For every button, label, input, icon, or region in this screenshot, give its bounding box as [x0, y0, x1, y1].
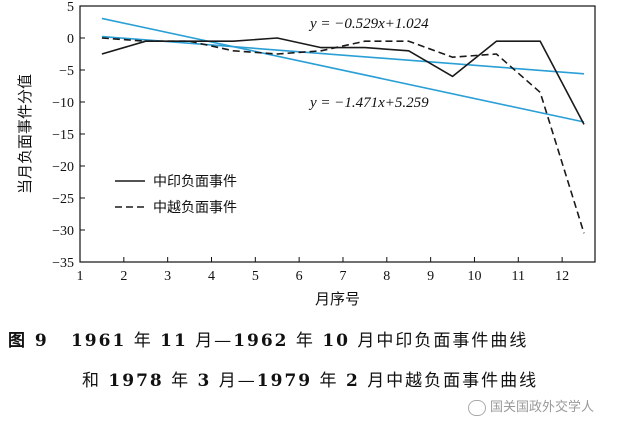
line-chart: 50−5−10−15−20−25−30−351 2 3 4 5 6 7 8 9 10 11 12月序号… [16, 0, 596, 308]
caption-word: 月— [218, 371, 257, 391]
caption-word: 年 [295, 331, 315, 351]
caption-word: 年 [319, 371, 339, 391]
y-tick-label: −30 [52, 224, 74, 239]
caption-month-1: 3 [197, 371, 212, 391]
caption-year-1: 1961 [70, 331, 127, 351]
y-tick-label: −10 [52, 96, 74, 111]
caption-month-2: 2 [345, 371, 360, 391]
trendline-2 [101, 17, 585, 123]
x-tick-label: 11 [512, 269, 525, 284]
caption-word: 和 [82, 371, 101, 391]
legend-label-1: 中印负面事件 [153, 174, 237, 190]
x-axis-label: 月序号 [315, 290, 360, 308]
plot-frame [79, 5, 596, 263]
figure-caption-line-1: 图 9 1961 年 11 月—1962 年 10 月中印负面事件曲线 [8, 326, 528, 351]
legend-label-2: 中越负面事件 [153, 200, 237, 216]
caption-month-2: 10 [322, 331, 350, 351]
x-tick-label: 5 [252, 269, 259, 284]
y-tick-label: −15 [52, 128, 74, 143]
series-line-1 [101, 37, 585, 125]
y-tick-label: −25 [52, 192, 74, 207]
trendline-equation-1: y = −0.529x+1.024 [308, 16, 429, 32]
watermark: 国关国政外交学人 [468, 396, 594, 416]
y-tick-label: 0 [67, 32, 74, 47]
caption-year-1: 1978 [108, 371, 164, 391]
y-tick-label: −35 [52, 256, 74, 271]
x-tick-label: 8 [383, 269, 390, 284]
y-tick-label: −5 [59, 64, 74, 79]
x-tick-label: 1 [77, 269, 84, 284]
y-tick-label: −20 [52, 160, 74, 175]
caption-year-2: 1962 [233, 331, 289, 351]
x-tick-label: 2 [120, 269, 127, 284]
caption-word: 月— [195, 331, 234, 351]
x-tick-label: 6 [296, 269, 303, 284]
caption-word: 年 [133, 331, 153, 351]
trendline-1 [101, 35, 585, 75]
trendline-equation-2: y = −1.471x+5.259 [308, 95, 429, 111]
figure-number: 图 9 [8, 331, 49, 351]
y-tick-label: 5 [67, 0, 74, 15]
y-axis-label: 当月负面事件分值 [16, 74, 34, 194]
wechat-icon [468, 399, 486, 416]
caption-word: 月中越负面事件曲线 [367, 371, 539, 391]
x-tick-label: 3 [164, 269, 171, 284]
x-tick-label: 12 [555, 269, 569, 284]
caption-word: 年 [171, 371, 191, 391]
x-tick-label: 9 [427, 269, 434, 284]
x-tick-label: 7 [339, 269, 346, 284]
caption-year-2: 1979 [256, 371, 313, 391]
watermark-text: 国关国政外交学人 [490, 400, 595, 415]
series-line-2 [101, 37, 585, 234]
x-tick-label: 10 [467, 269, 481, 284]
figure-caption-line-2: 和 1978 年 3 月—1979 年 2 月中越负面事件曲线 [82, 366, 538, 391]
caption-month-1: 11 [160, 331, 188, 351]
caption-word: 月中印负面事件曲线 [357, 331, 529, 351]
x-tick-label: 4 [208, 269, 215, 284]
